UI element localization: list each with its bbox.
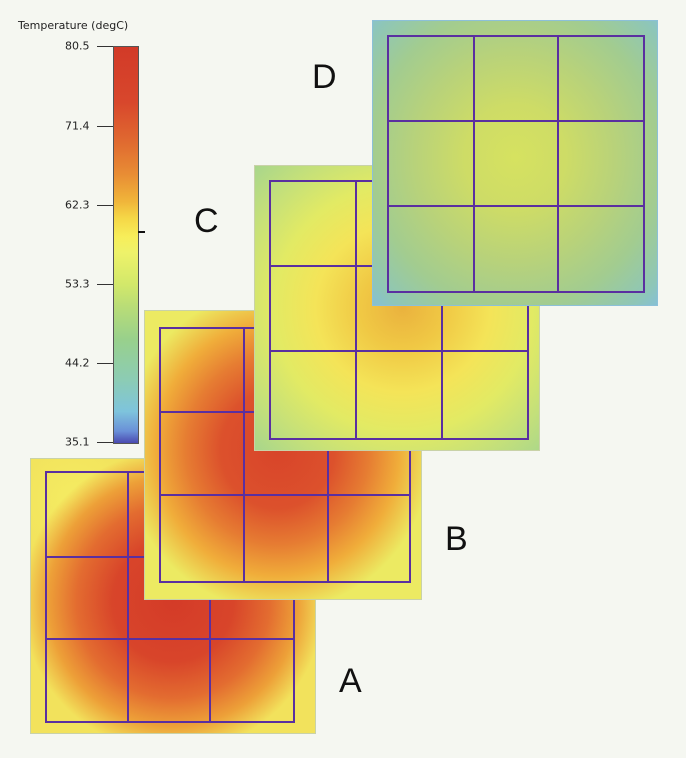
tick-label: 62.3 bbox=[65, 198, 90, 212]
panel-label-a: A bbox=[339, 662, 362, 700]
panel-label-c: C bbox=[194, 202, 219, 240]
tick-mark bbox=[97, 284, 113, 285]
tick-mark bbox=[97, 46, 113, 47]
legend-title: Temperature (degC) bbox=[18, 19, 129, 32]
tick-mark bbox=[97, 442, 113, 443]
tick-label: 71.4 bbox=[65, 119, 90, 133]
tick-label: 53.3 bbox=[65, 277, 90, 291]
grid-d bbox=[387, 35, 645, 293]
tick-mark bbox=[97, 205, 113, 206]
panel-d bbox=[372, 20, 658, 306]
tick-mark bbox=[97, 126, 113, 127]
colorbar-marker bbox=[138, 231, 145, 233]
tick-label: 44.2 bbox=[65, 356, 90, 370]
panel-label-b: B bbox=[445, 520, 468, 558]
tick-label: 35.1 bbox=[65, 435, 90, 449]
panel-label-d: D bbox=[312, 58, 337, 96]
temperature-colorbar bbox=[113, 46, 139, 444]
tick-mark bbox=[97, 363, 113, 364]
tick-label: 80.5 bbox=[65, 39, 90, 53]
